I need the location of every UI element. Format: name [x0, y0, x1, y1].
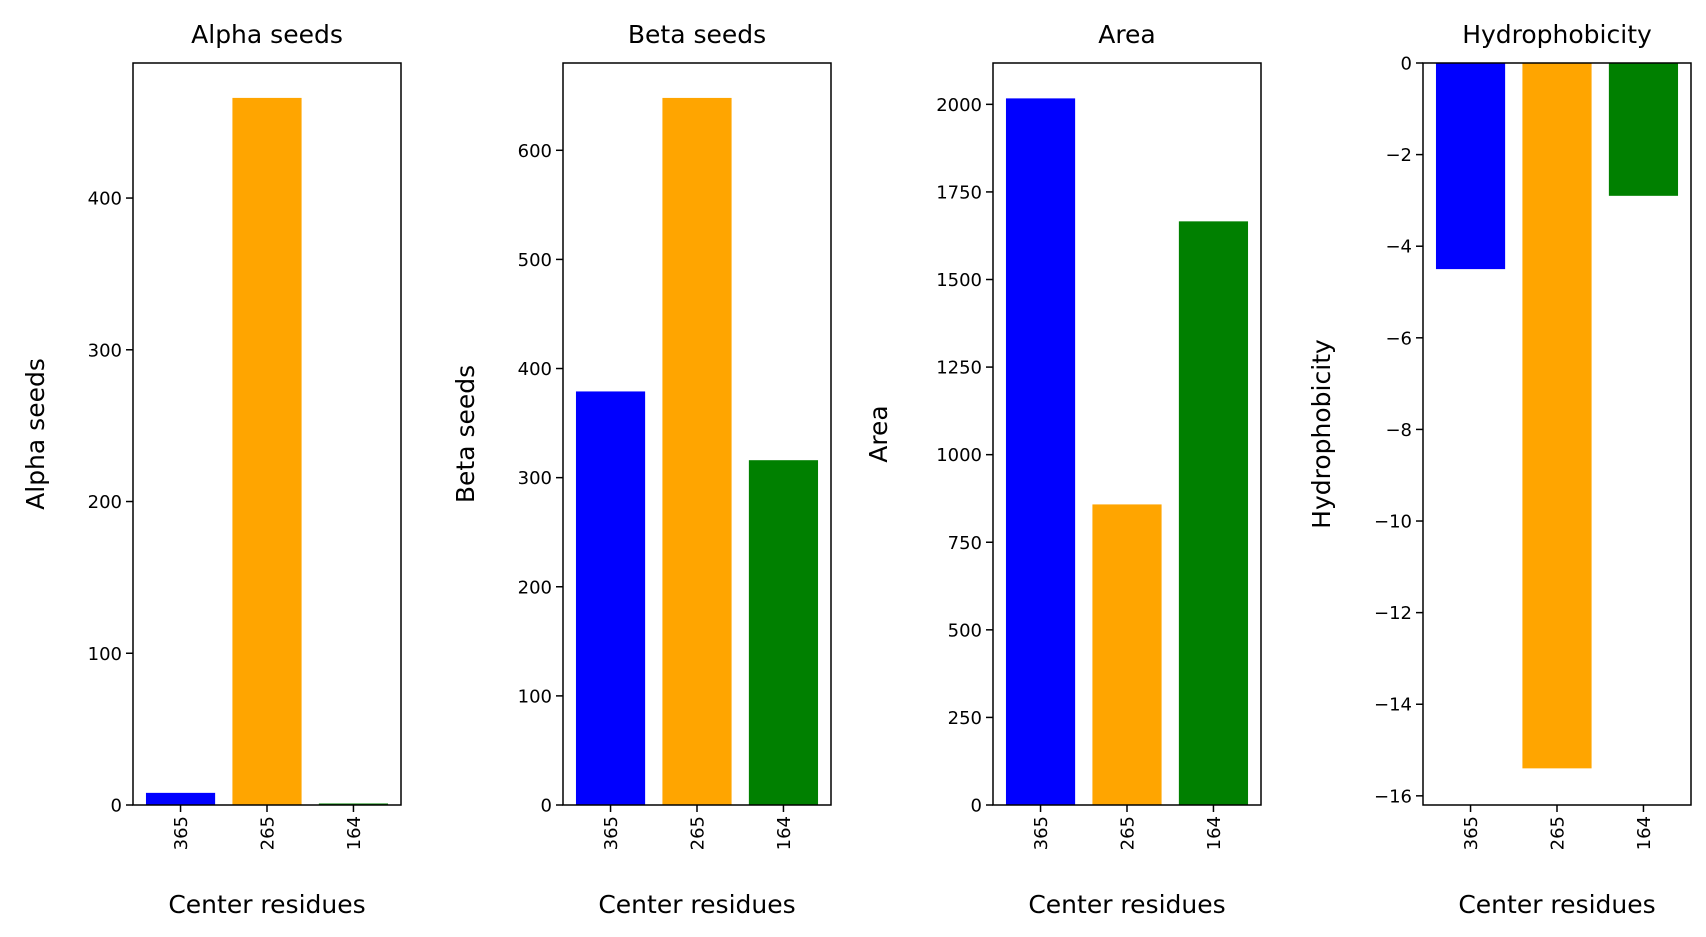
y-tick-label: 100: [88, 644, 122, 665]
bar-group: [145, 97, 389, 806]
y-axis: 0 −2 −4 −6 −8 −10 −12 −14 −16: [1374, 54, 1423, 807]
plot-frame: [132, 62, 402, 806]
y-tick-label: 100: [518, 686, 552, 707]
chart-title: Beta seeds: [628, 20, 766, 49]
y-tick-label: −10: [1374, 512, 1412, 533]
y-axis: 0 100 200 300 400: [88, 189, 133, 817]
y-tick-label: 300: [518, 468, 552, 489]
bar-365: [575, 391, 646, 805]
bar-265: [232, 97, 302, 806]
y-tick-label: −4: [1385, 237, 1412, 258]
x-axis: 365 265 164: [1031, 805, 1225, 850]
y-tick-label: 300: [88, 340, 122, 361]
x-tick-label: 365: [601, 816, 622, 850]
y-tick-label: −6: [1385, 328, 1412, 349]
y-tick-label: 200: [518, 577, 552, 598]
bar-265: [1522, 63, 1592, 769]
plot-frame: [1422, 62, 1692, 806]
y-tick-label: 200: [88, 492, 122, 513]
y-tick-label: 500: [948, 620, 982, 641]
x-axis-label: Center residues: [1458, 890, 1655, 919]
x-axis-label: Center residues: [1028, 890, 1225, 919]
plot-frame: [992, 62, 1262, 806]
chart-title: Area: [1098, 20, 1156, 49]
bar-164: [318, 803, 389, 805]
bar-group: [1005, 98, 1249, 806]
bar-265: [1092, 504, 1162, 805]
y-axis-label: Hydrophobicity: [1307, 339, 1336, 529]
y-tick-label: 2000: [936, 95, 982, 116]
bar-164: [748, 460, 819, 805]
x-tick-label: 265: [688, 816, 709, 850]
chart-title: Alpha seeds: [191, 20, 343, 49]
y-tick-label: 400: [518, 359, 552, 380]
y-tick-label: 0: [1401, 54, 1412, 75]
bar-group: [1435, 63, 1679, 769]
y-tick-label: 1500: [936, 270, 982, 291]
x-tick-label: 164: [344, 816, 365, 850]
x-tick-label: 164: [1204, 816, 1225, 850]
plot-frame: [562, 62, 832, 806]
y-tick-label: 500: [518, 250, 552, 271]
panel-alpha-seeds: Alpha seeds Alpha seeds Center residues …: [21, 20, 402, 919]
x-axis-label: Center residues: [598, 890, 795, 919]
y-tick-label: 0: [971, 796, 982, 817]
y-tick-label: 0: [541, 796, 552, 817]
x-axis: 365 265 164: [1461, 805, 1655, 850]
y-tick-label: 1000: [936, 445, 982, 466]
x-axis-label: Center residues: [168, 890, 365, 919]
y-tick-label: −16: [1374, 786, 1412, 807]
y-tick-label: 250: [948, 708, 982, 729]
bar-group: [575, 97, 819, 805]
y-axis-label: Area: [864, 405, 893, 463]
panel-area: Area Area Center residues 0 250 500 750 1000…: [864, 20, 1262, 919]
y-axis-label: Beta seeds: [451, 365, 480, 503]
bar-265: [662, 97, 732, 805]
y-tick-label: 1250: [936, 358, 982, 379]
x-tick-label: 265: [1118, 816, 1139, 850]
bar-365: [1435, 63, 1506, 270]
y-tick-label: −2: [1385, 145, 1412, 166]
bar-164: [1608, 63, 1679, 196]
y-axis: 0 250 500 750 1000 1250 1500 1750 2000: [936, 95, 993, 817]
y-axis-label: Alpha seeds: [21, 358, 50, 510]
x-tick-label: 365: [171, 816, 192, 850]
bar-365: [1005, 98, 1076, 806]
x-tick-label: 365: [1031, 816, 1052, 850]
y-tick-label: 600: [518, 141, 552, 162]
panel-beta-seeds: Beta seeds Beta seeds Center residues 0 1…: [451, 20, 832, 919]
x-axis: 365 265 164: [601, 805, 795, 850]
x-tick-label: 265: [1548, 816, 1569, 850]
x-tick-label: 265: [258, 816, 279, 850]
bar-365: [145, 792, 216, 805]
y-tick-label: 400: [88, 189, 122, 210]
y-tick-label: 750: [948, 533, 982, 554]
panel-hydrophobicity: Hydrophobicity Hydrophobicity Center res…: [1307, 20, 1692, 919]
x-tick-label: 164: [1634, 816, 1655, 850]
x-tick-label: 365: [1461, 816, 1482, 850]
y-tick-label: −8: [1385, 420, 1412, 441]
y-tick-label: −12: [1374, 603, 1412, 624]
x-axis: 365 265 164: [171, 805, 365, 850]
y-tick-label: −14: [1374, 695, 1412, 716]
bar-164: [1178, 221, 1249, 806]
y-tick-label: 0: [111, 796, 122, 817]
y-axis: 0 100 200 300 400 500 600: [518, 141, 563, 817]
x-tick-label: 164: [774, 816, 795, 850]
chart-title: Hydrophobicity: [1462, 20, 1652, 49]
y-tick-label: 1750: [936, 182, 982, 203]
